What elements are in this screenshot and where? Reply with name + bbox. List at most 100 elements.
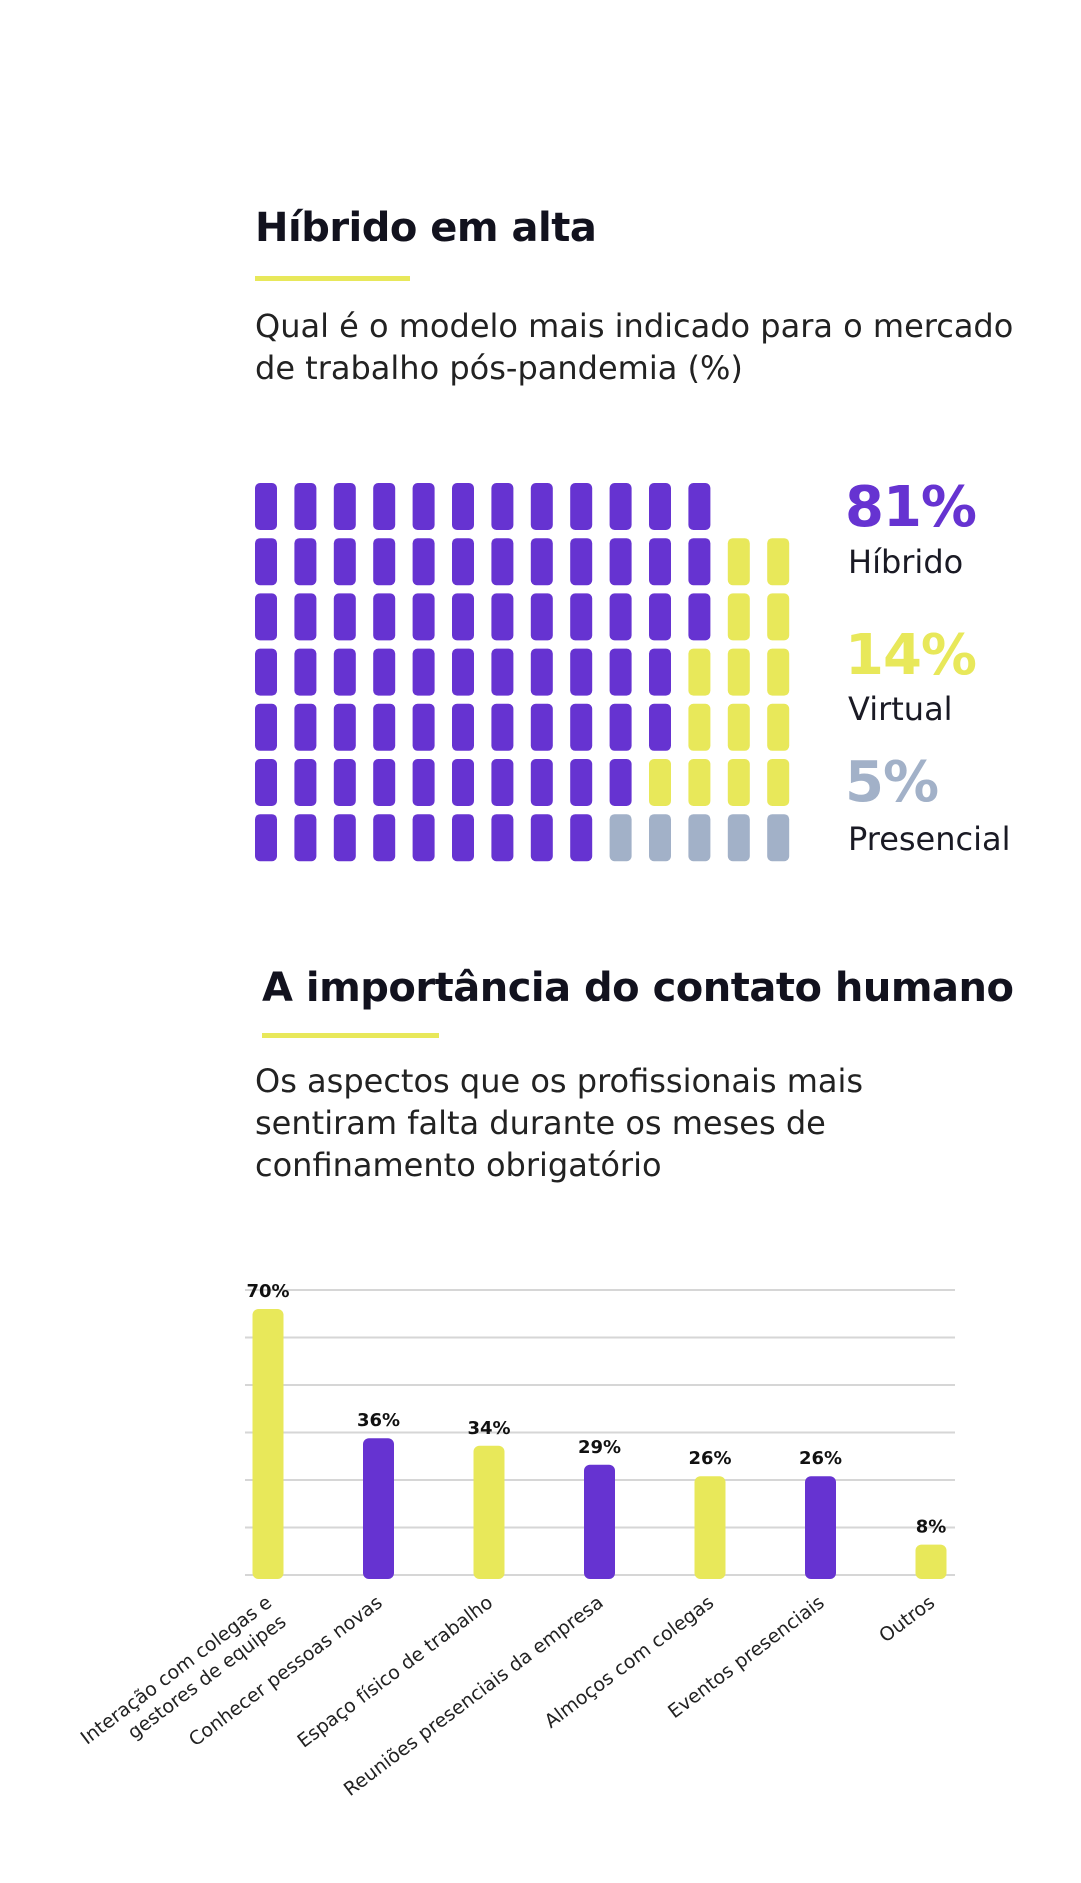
waffle-cell-híbrido <box>688 483 711 530</box>
waffle-cell-híbrido <box>333 538 356 586</box>
bar <box>252 1309 284 1579</box>
data-label: 29% <box>578 1437 621 1458</box>
waffle-cell-híbrido <box>688 593 711 641</box>
waffle-cell-híbrido <box>333 759 356 806</box>
bar <box>694 1476 726 1579</box>
waffle-cell-híbrido <box>649 483 671 530</box>
data-label: 26% <box>799 1448 842 1469</box>
waffle-cell-híbrido <box>649 703 671 751</box>
waffle-cell-híbrido <box>255 814 277 862</box>
section2-subtitle: Os aspectos que os profissionais mais se… <box>255 1062 864 1184</box>
waffle-cell-virtual <box>688 759 711 806</box>
waffle-cell-virtual <box>727 538 750 586</box>
waffle-cell-híbrido <box>530 703 553 751</box>
waffle-cell-híbrido <box>333 593 356 641</box>
waffle-cell-virtual <box>727 648 750 696</box>
waffle-cell-virtual <box>767 538 790 586</box>
waffle-cell-híbrido <box>491 648 514 696</box>
legend-hibrido-label: Híbrido <box>848 543 964 581</box>
waffle-cell-presencial <box>688 814 711 862</box>
waffle-cell-virtual <box>727 703 750 751</box>
waffle-cell-híbrido <box>373 538 396 586</box>
waffle-cell-híbrido <box>373 703 396 751</box>
bar <box>363 1438 394 1579</box>
data-label: 8% <box>916 1517 947 1538</box>
waffle-cell-híbrido <box>294 759 317 806</box>
waffle-cell-híbrido <box>452 483 474 530</box>
waffle-cell-híbrido <box>452 593 474 641</box>
waffle-cell-híbrido <box>491 538 514 586</box>
waffle-cell-virtual <box>649 759 671 806</box>
data-label: 36% <box>357 1410 400 1431</box>
waffle-cell-híbrido <box>255 593 277 641</box>
waffle-cell-híbrido <box>373 483 396 530</box>
waffle-cell-presencial <box>649 814 671 862</box>
waffle-cell-híbrido <box>333 648 356 696</box>
waffle-cell-virtual <box>688 648 711 696</box>
waffle-cell-híbrido <box>333 483 356 530</box>
waffle-cell-virtual <box>688 703 711 751</box>
section1-subtitle: Qual é o modelo mais indicado para o mer… <box>255 307 1014 387</box>
waffle-cell-híbrido <box>609 648 632 696</box>
waffle-cell-híbrido <box>491 483 514 530</box>
waffle-cell-híbrido <box>294 593 317 641</box>
waffle-cell-híbrido <box>570 703 593 751</box>
waffle-cell-híbrido <box>649 593 671 641</box>
waffle-cell-híbrido <box>373 814 396 862</box>
waffle-cell-híbrido <box>255 483 277 530</box>
waffle-cell-híbrido <box>412 483 435 530</box>
waffle-cell-híbrido <box>609 483 632 530</box>
section1-underline <box>255 276 410 281</box>
waffle-cell-híbrido <box>452 648 474 696</box>
category-label: Outros <box>875 1591 939 1647</box>
waffle-cell-híbrido <box>294 648 317 696</box>
waffle-cell-híbrido <box>412 593 435 641</box>
waffle-cell-híbrido <box>333 814 356 862</box>
waffle-chart <box>255 483 790 862</box>
bar <box>473 1445 505 1579</box>
waffle-cell-híbrido <box>491 814 514 862</box>
waffle-cell-híbrido <box>373 648 396 696</box>
bar <box>584 1464 615 1579</box>
waffle-cell-virtual <box>767 593 790 641</box>
bar <box>805 1476 836 1579</box>
waffle-cell-híbrido <box>255 538 277 586</box>
waffle-cell-híbrido <box>530 759 553 806</box>
waffle-cell-híbrido <box>570 483 593 530</box>
waffle-cell-híbrido <box>255 703 277 751</box>
legend-presencial-label: Presencial <box>848 820 1011 858</box>
waffle-cell-híbrido <box>530 483 553 530</box>
legend-hibrido-percent: 81% <box>845 475 977 540</box>
waffle-cell-virtual <box>767 648 790 696</box>
waffle-cell-híbrido <box>570 538 593 586</box>
waffle-cell-híbrido <box>609 593 632 641</box>
waffle-cell-presencial <box>727 814 750 862</box>
waffle-cell-híbrido <box>530 538 553 586</box>
waffle-cell-híbrido <box>649 648 671 696</box>
waffle-cell-presencial <box>767 814 790 862</box>
waffle-cell-híbrido <box>412 538 435 586</box>
data-label: 26% <box>688 1448 731 1469</box>
waffle-cell-híbrido <box>570 648 593 696</box>
waffle-cell-híbrido <box>570 593 593 641</box>
waffle-cell-híbrido <box>412 703 435 751</box>
data-label: 70% <box>246 1281 289 1302</box>
waffle-cell-híbrido <box>609 538 632 586</box>
waffle-cell-híbrido <box>255 759 277 806</box>
waffle-cell-híbrido <box>294 703 317 751</box>
waffle-cell-híbrido <box>570 759 593 806</box>
waffle-cell-híbrido <box>452 814 474 862</box>
waffle-cell-híbrido <box>294 483 317 530</box>
data-label: 34% <box>467 1418 510 1439</box>
waffle-cell-híbrido <box>373 593 396 641</box>
waffle-cell-híbrido <box>570 814 593 862</box>
section2-underline <box>262 1033 439 1038</box>
waffle-cell-híbrido <box>452 703 474 751</box>
legend-virtual-label: Virtual <box>848 690 953 728</box>
waffle-cell-híbrido <box>491 593 514 641</box>
waffle-cell-híbrido <box>412 648 435 696</box>
waffle-cell-híbrido <box>412 759 435 806</box>
waffle-cell-híbrido <box>412 814 435 862</box>
waffle-cell-híbrido <box>530 648 553 696</box>
waffle-cell-presencial <box>609 814 632 862</box>
